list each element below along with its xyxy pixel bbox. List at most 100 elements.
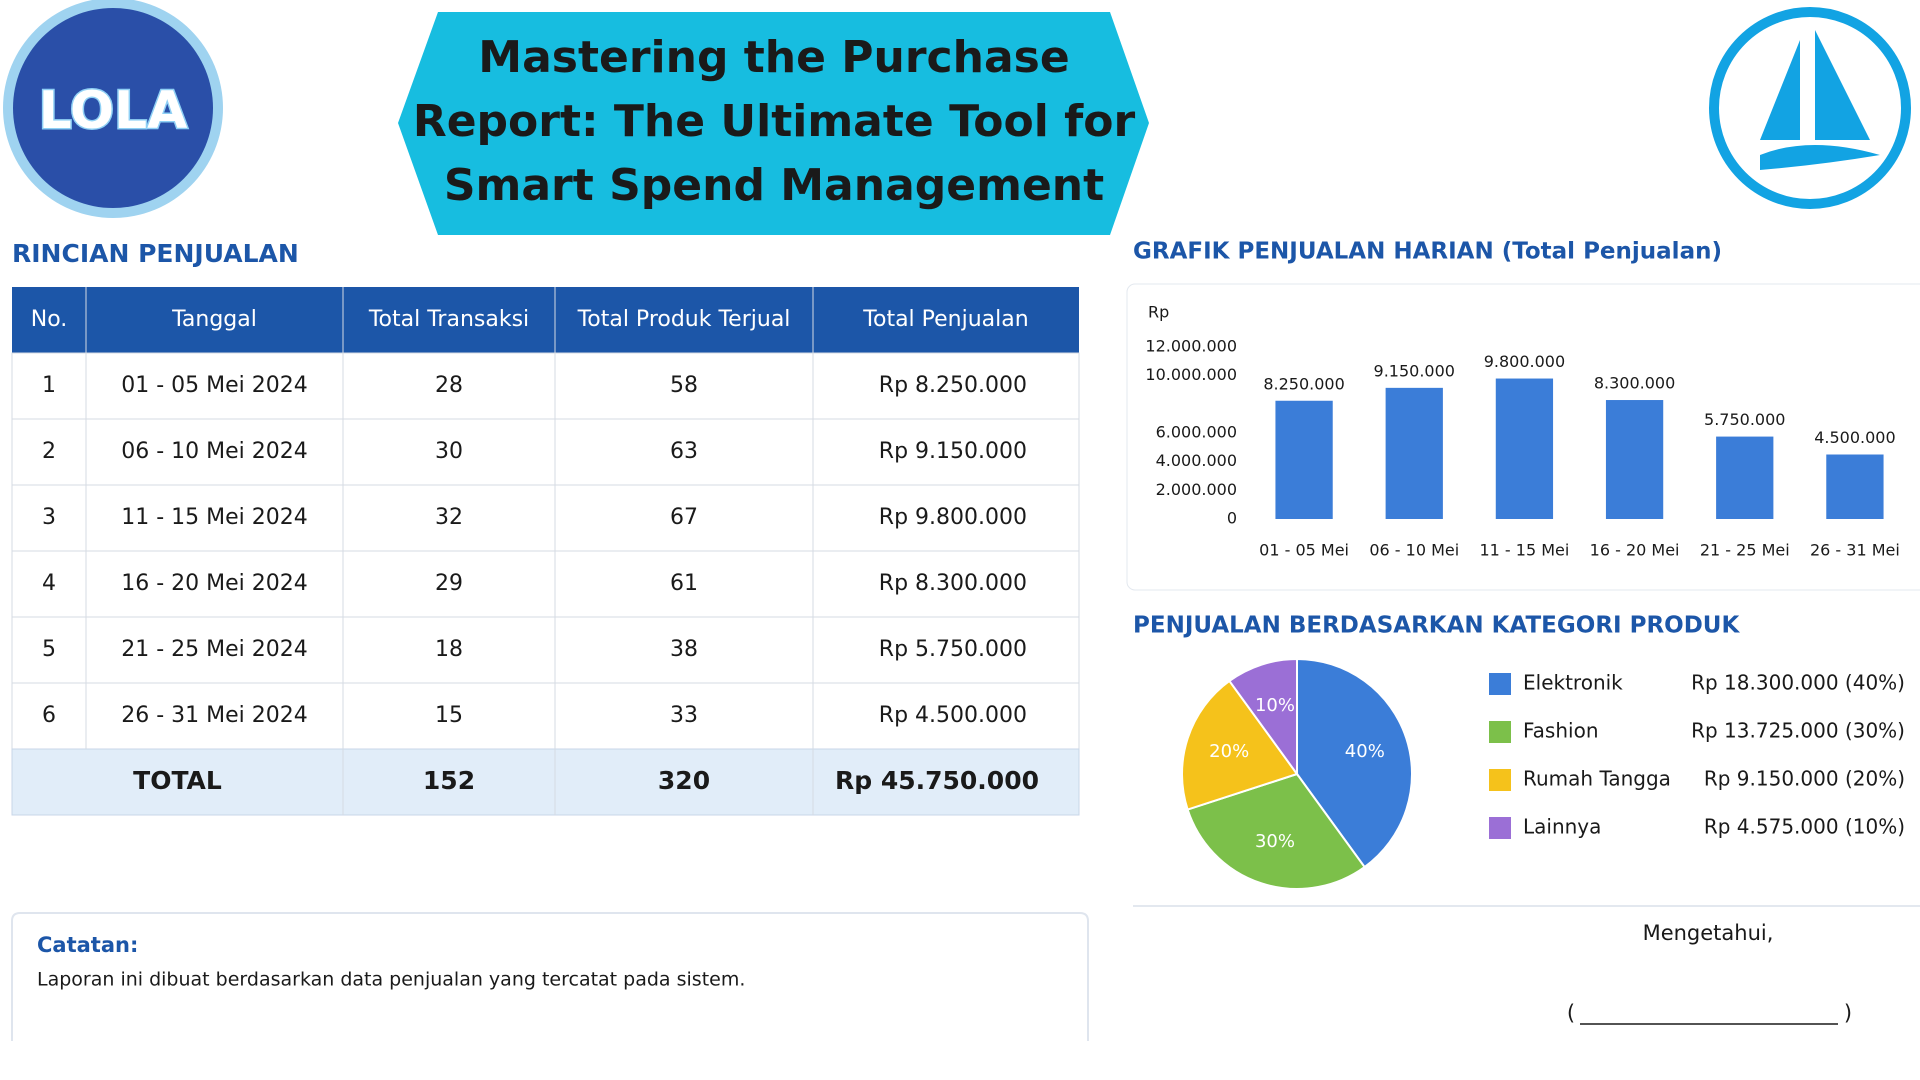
value-label: 9.150.000 bbox=[1374, 361, 1455, 380]
bar bbox=[1495, 378, 1554, 519]
signature-close: ) bbox=[1844, 1001, 1852, 1025]
legend-label: Lainnya bbox=[1523, 815, 1601, 839]
bar bbox=[1385, 387, 1443, 519]
table-row bbox=[11, 484, 1080, 552]
slice-label: 30% bbox=[1255, 831, 1295, 852]
x-tick-label: 16 - 20 Mei bbox=[1590, 541, 1680, 560]
y-tick-label: 6.000.000 bbox=[1156, 423, 1237, 442]
bar bbox=[1716, 436, 1774, 519]
bar bbox=[1275, 400, 1333, 519]
table-cell: 4 bbox=[42, 571, 56, 596]
table-cell: 67 bbox=[670, 505, 698, 530]
value-label: 5.750.000 bbox=[1704, 410, 1785, 429]
note-text: Laporan ini dibuat berdasarkan data penj… bbox=[37, 969, 745, 991]
table-cell: 38 bbox=[670, 637, 698, 662]
table-cell: 63 bbox=[670, 439, 698, 464]
total-cell: 320 bbox=[658, 766, 710, 795]
section-title: RINCIAN PENJUALAN bbox=[12, 239, 299, 268]
legend-amount: Rp 13.725.000 (30%) bbox=[1691, 719, 1905, 743]
column-header: No. bbox=[31, 307, 68, 332]
right-logo bbox=[1709, 7, 1911, 209]
logo bbox=[13, 8, 213, 208]
table-cell: 29 bbox=[435, 571, 463, 596]
x-tick-label: 11 - 15 Mei bbox=[1479, 541, 1569, 560]
slice-label: 10% bbox=[1255, 695, 1295, 716]
total-cell: 152 bbox=[423, 766, 475, 795]
table-cell: 2 bbox=[42, 439, 56, 464]
pie-slice bbox=[1228, 657, 1298, 778]
table-cell: 21 - 25 Mei 2024 bbox=[121, 637, 308, 662]
x-tick-label: 01 - 05 Mei bbox=[1259, 541, 1349, 560]
total-cell: Rp 45.750.000 bbox=[835, 766, 1039, 795]
axis-label: Rp bbox=[1148, 303, 1169, 322]
table-cell: 11 - 15 Mei 2024 bbox=[121, 505, 308, 530]
sail-icon bbox=[1760, 30, 1880, 170]
table-cell: Rp 8.300.000 bbox=[879, 571, 1027, 596]
table-cell: 3 bbox=[42, 505, 56, 530]
table-cell: Rp 8.250.000 bbox=[879, 373, 1027, 398]
table-header bbox=[12, 287, 1079, 353]
value-label: 4.500.000 bbox=[1814, 428, 1895, 447]
pie-slice bbox=[1186, 772, 1366, 890]
table-row bbox=[11, 352, 1080, 420]
note-title: Catatan: bbox=[37, 933, 138, 957]
table-cell: 30 bbox=[435, 439, 463, 464]
table-cell: Rp 9.800.000 bbox=[879, 505, 1027, 530]
table-row bbox=[11, 616, 1080, 684]
total-cell: TOTAL bbox=[133, 766, 222, 795]
y-tick-label: 4.000.000 bbox=[1156, 451, 1237, 470]
table-cell: 58 bbox=[670, 373, 698, 398]
legend-label: Elektronik bbox=[1523, 671, 1623, 695]
title-banner bbox=[398, 12, 1149, 235]
value-label: 8.250.000 bbox=[1263, 374, 1344, 393]
table-cell: 6 bbox=[42, 703, 56, 728]
x-tick-label: 26 - 31 Mei bbox=[1810, 541, 1900, 560]
page-title: Smart Spend Management bbox=[444, 160, 1104, 211]
bar bbox=[1826, 454, 1884, 519]
column-header: Tanggal bbox=[171, 307, 257, 332]
pie-slice bbox=[1181, 679, 1299, 811]
legend-amount: Rp 4.575.000 (10%) bbox=[1704, 815, 1905, 839]
note-box bbox=[11, 912, 1089, 1041]
logo-ring bbox=[1709, 7, 1911, 209]
page-title: Report: The Ultimate Tool for bbox=[413, 96, 1136, 147]
table-cell: 32 bbox=[435, 505, 463, 530]
value-label: 8.300.000 bbox=[1594, 374, 1675, 393]
signature-label: Mengetahui, bbox=[1643, 921, 1774, 945]
y-tick-label: 12.000.000 bbox=[1145, 337, 1237, 356]
y-tick-label: 2.000.000 bbox=[1156, 480, 1237, 499]
legend-swatch bbox=[1489, 673, 1511, 695]
table-cell: Rp 5.750.000 bbox=[879, 637, 1027, 662]
table-row bbox=[11, 418, 1080, 486]
legend-swatch bbox=[1489, 769, 1511, 791]
table-cell: Rp 4.500.000 bbox=[879, 703, 1027, 728]
logo-text: LOLA bbox=[39, 81, 188, 141]
table-cell: 26 - 31 Mei 2024 bbox=[121, 703, 308, 728]
legend-swatch bbox=[1489, 817, 1511, 839]
total-row bbox=[11, 748, 1080, 816]
table-cell: 01 - 05 Mei 2024 bbox=[121, 373, 308, 398]
legend-label: Rumah Tangga bbox=[1523, 767, 1671, 791]
table-cell: 15 bbox=[435, 703, 463, 728]
legend-swatch bbox=[1489, 721, 1511, 743]
section-title: GRAFIK PENJUALAN HARIAN (Total Penjualan… bbox=[1133, 239, 1722, 265]
pie-slice bbox=[1296, 657, 1413, 869]
column-header: Total Penjualan bbox=[862, 307, 1028, 332]
table-cell: 61 bbox=[670, 571, 698, 596]
legend-amount: Rp 18.300.000 (40%) bbox=[1691, 671, 1905, 695]
table-row bbox=[11, 550, 1080, 618]
table-cell: 06 - 10 Mei 2024 bbox=[121, 439, 308, 464]
table-cell: 33 bbox=[670, 703, 698, 728]
table-row bbox=[11, 682, 1080, 750]
table-cell: 18 bbox=[435, 637, 463, 662]
table-cell: 5 bbox=[42, 637, 56, 662]
x-tick-label: 21 - 25 Mei bbox=[1700, 541, 1790, 560]
table-cell: 28 bbox=[435, 373, 463, 398]
value-label: 9.800.000 bbox=[1484, 352, 1565, 371]
slice-label: 20% bbox=[1209, 741, 1249, 762]
column-header: Total Produk Terjual bbox=[577, 307, 791, 332]
table-cell: 1 bbox=[42, 373, 56, 398]
page-title: Mastering the Purchase bbox=[478, 32, 1069, 83]
